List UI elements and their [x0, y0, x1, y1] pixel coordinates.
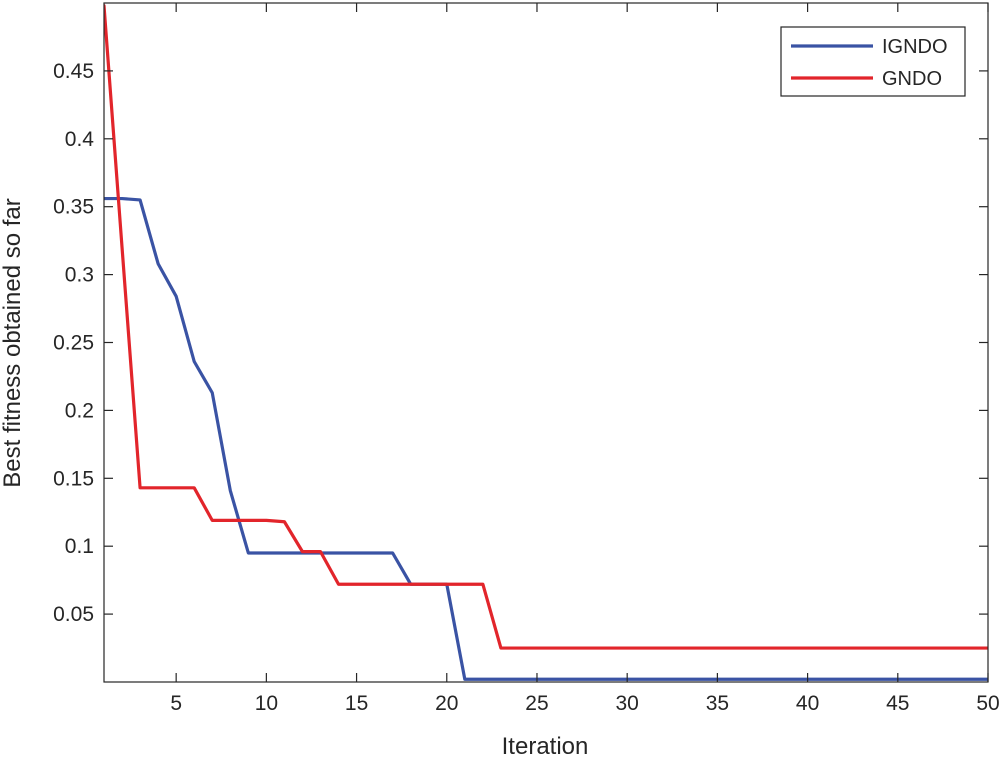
x-tick-label: 20	[435, 692, 458, 715]
legend-label-igndo: IGNDO	[882, 36, 948, 58]
x-tick-label: 25	[525, 692, 548, 715]
plot-background	[104, 3, 988, 682]
y-tick-label: 0.25	[53, 332, 94, 355]
axes: 5 10 15 20 25 30 35 40 45 50 0.05 0.1 0.15 0.2 0.25 0.3…	[53, 2, 1000, 715]
legend-box	[780, 26, 966, 97]
x-tick-label: 40	[796, 692, 819, 715]
y-tick-label: 0.05	[53, 603, 94, 626]
series-line-gndo	[104, 4, 988, 650]
y-tick-label: 0.3	[65, 264, 94, 287]
y-tick-label: 0.1	[65, 535, 94, 558]
x-tick-label: 45	[886, 692, 909, 715]
y-tick-label: 0.15	[53, 467, 94, 490]
x-tick-label: 50	[976, 692, 999, 715]
legend-label-gndo: GNDO	[882, 68, 942, 90]
x-axis-label: Iteration	[502, 733, 589, 760]
legend: IGNDO GNDO	[780, 26, 966, 97]
plot-area	[104, 3, 988, 682]
x-tick-label: 35	[706, 692, 729, 715]
y-tick-label: 0.2	[65, 399, 94, 422]
x-tick-label: 30	[616, 692, 639, 715]
x-tick-label: 15	[345, 692, 368, 715]
series-line-igndo	[104, 196, 988, 681]
x-tick-label: 5	[170, 692, 182, 715]
y-tick-label: 0.45	[53, 60, 94, 83]
y-tick-label: 0.4	[65, 128, 95, 151]
x-tick-label: 10	[255, 692, 278, 715]
y-tick-label: 0.35	[53, 196, 94, 219]
y-axis-label: Best fitness obtained so far	[0, 198, 26, 488]
series-lines	[104, 4, 988, 681]
